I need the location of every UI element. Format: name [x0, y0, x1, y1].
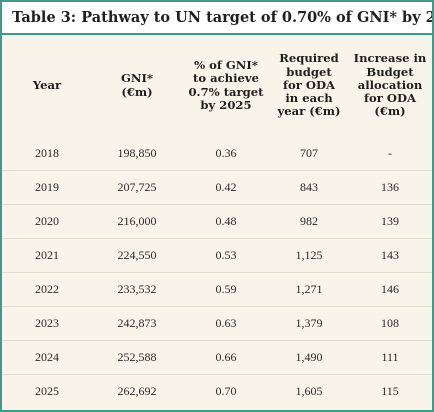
header-budget-increase: Increase in Budget allocation for ODA (€…	[353, 51, 427, 119]
cell-year: 2018	[35, 145, 59, 160]
cell-budget-increase: 111	[348, 340, 432, 375]
cell-percent-gni: 0.63	[182, 306, 270, 341]
cell-required-budget: 1,605	[270, 374, 348, 408]
cell-gni: 207,725	[92, 170, 182, 205]
cell-budget-increase: 108	[348, 306, 432, 341]
cell-budget-increase: 146	[348, 272, 432, 307]
table-row: 2021 224,550 0.53 1,125 143	[2, 238, 432, 273]
table-row: 2019 207,725 0.42 843 136	[2, 170, 432, 205]
cell-year: 2023	[2, 306, 92, 341]
cell-year: 2019	[2, 170, 92, 205]
header-gni: GNI* (€m)	[121, 71, 153, 99]
cell-budget-increase: 143	[348, 238, 432, 273]
table-row: 2024 252,588 0.66 1,490 111	[2, 340, 432, 375]
cell-percent-gni: 0.53	[182, 238, 270, 273]
cell-year: 2022	[2, 272, 92, 307]
cell-year: 2024	[2, 340, 92, 375]
cell-required-budget: 1,125	[270, 238, 348, 273]
table-row: 2023 242,873 0.63 1,379 108	[2, 306, 432, 341]
table-row: 2025 262,692 0.70 1,605 115	[2, 374, 432, 408]
cell-percent-gni: 0.42	[182, 170, 270, 205]
cell-gni: 233,532	[92, 272, 182, 307]
table-row: 2022 233,532 0.59 1,271 146	[2, 272, 432, 307]
cell-percent-gni: 0.36	[215, 145, 237, 160]
cell-required-budget: 843	[270, 170, 348, 205]
cell-required-budget: 1,271	[270, 272, 348, 307]
cell-budget-increase: 115	[348, 374, 432, 408]
cell-gni: 252,588	[92, 340, 182, 375]
cell-percent-gni: 0.48	[182, 204, 270, 239]
cell-gni: 242,873	[92, 306, 182, 341]
cell-percent-gni: 0.70	[182, 374, 270, 408]
cell-gni: 216,000	[92, 204, 182, 239]
table-body: 2018 198,850 0.36 707 - 2019 207,725 0.42 843 136…	[2, 136, 432, 408]
table-title-bar: Table 3: Pathway to UN target of 0.70% o…	[2, 2, 432, 35]
oda-pathway-table: Year GNI* (€m) % of GNI* to achieve 0.7%…	[2, 35, 432, 408]
cell-year: 2025	[2, 374, 92, 408]
table-row: 2018 198,850 0.36 707 -	[2, 136, 432, 171]
header-percent-gni: % of GNI* to achieve 0.7% target by 2025	[188, 58, 264, 112]
header-year: Year	[32, 77, 62, 92]
cell-year: 2020	[2, 204, 92, 239]
table-row: 2020 216,000 0.48 982 139	[2, 204, 432, 239]
cell-budget-increase: 139	[348, 204, 432, 239]
cell-budget-increase: -	[388, 145, 392, 160]
cell-required-budget: 1,490	[270, 340, 348, 375]
cell-percent-gni: 0.66	[182, 340, 270, 375]
cell-gni: 224,550	[92, 238, 182, 273]
cell-required-budget: 1,379	[270, 306, 348, 341]
header-required-budget: Required budget for ODA in each year (€m…	[277, 51, 341, 119]
cell-budget-increase: 136	[348, 170, 432, 205]
header-row: Year GNI* (€m) % of GNI* to achieve 0.7%…	[2, 35, 432, 136]
cell-gni: 262,692	[92, 374, 182, 408]
table-title: Table 3: Pathway to UN target of 0.70% o…	[12, 9, 434, 26]
cell-required-budget: 982	[270, 204, 348, 239]
cell-percent-gni: 0.59	[182, 272, 270, 307]
cell-gni: 198,850	[117, 145, 157, 160]
cell-year: 2021	[2, 238, 92, 273]
cell-required-budget: 707	[300, 145, 318, 160]
